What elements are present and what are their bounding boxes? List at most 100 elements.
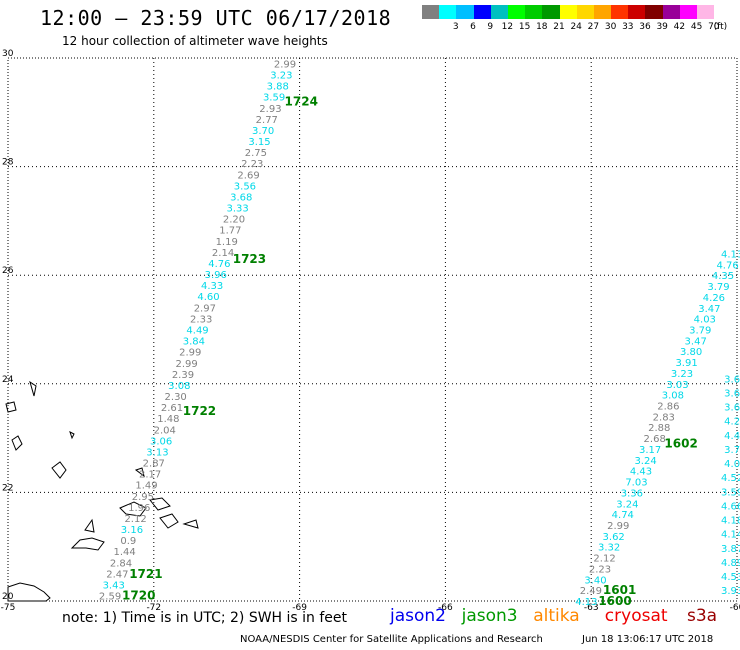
wave-height-value: 1.19 (216, 237, 238, 248)
wave-height-value: 1.48 (157, 414, 179, 425)
latitude-tick-label: 24 (2, 375, 14, 385)
wave-height-value: 3.88 (267, 82, 289, 93)
wave-height-value: 3.6 (724, 388, 740, 399)
wave-height-value: 2.95 (132, 492, 154, 503)
legend-swatch (559, 5, 577, 19)
wave-height-value: 2.88 (648, 423, 670, 434)
wave-height-value: 3.24 (634, 456, 656, 467)
wave-height-value: 3.84 (183, 337, 205, 348)
latitude-tick-label: 26 (2, 266, 14, 276)
wave-height-value: 2.83 (653, 412, 675, 423)
legend-swatch (456, 5, 474, 19)
wave-height-value: 4.03 (694, 315, 716, 326)
legend-label: 39 (656, 22, 668, 32)
wave-height-value: 2.68 (644, 434, 666, 445)
wave-height-value: 3.13 (146, 447, 168, 458)
wave-height-value: 3.87 (721, 544, 740, 555)
pass-time-label: 1601 (603, 583, 636, 597)
coastline (70, 537, 105, 551)
wave-height-value: 3.16 (121, 525, 143, 536)
legend-label: 27 (587, 22, 600, 32)
footer-note: note: 1) Time is in UTC; 2) SWH is in fe… (62, 610, 348, 626)
wave-height-value: 4.49 (186, 326, 208, 337)
wave-height-value: 3.56 (234, 181, 256, 192)
wave-height-value: 4.60 (197, 292, 219, 303)
wave-height-value: 3.80 (680, 347, 702, 358)
wave-height-value: 2.99 (179, 348, 201, 359)
wave-height-value: 3.15 (248, 137, 270, 148)
longitude-tick-label: -60 (730, 603, 740, 613)
coastline (7, 582, 51, 602)
wave-height-value: 3.47 (698, 304, 720, 315)
legend-swatch (473, 5, 491, 19)
wave-height-value: 3.23 (270, 71, 292, 82)
wave-height-value: 3.47 (685, 336, 707, 347)
legend-swatch (662, 5, 680, 19)
wave-height-value: 4.4 (724, 431, 740, 442)
wave-height-value: 2.87 (143, 459, 165, 470)
wave-height-value: 3.93 (721, 586, 740, 597)
coastline (69, 431, 75, 440)
wave-height-value: 3.62 (603, 532, 625, 543)
wave-height-value: 3.7 (724, 445, 740, 456)
wave-height-value: 4.18 (721, 516, 740, 527)
satellite-cryosat: cryosat (604, 606, 668, 626)
longitude-tick-label: -66 (438, 603, 453, 613)
wave-height-value: 2.20 (223, 215, 245, 226)
legend-swatch (645, 5, 663, 19)
legend-swatch (679, 5, 697, 19)
wave-height-value: 3.08 (662, 391, 684, 402)
wave-height-value: 3.91 (675, 358, 697, 369)
satellite-jason2: jason2 (390, 606, 446, 626)
latitude-tick-label: 30 (2, 49, 14, 59)
wave-height-value: 2.33 (190, 314, 212, 325)
legend-label: 70 (708, 22, 720, 32)
legend-swatch (576, 5, 594, 19)
wave-height-value: 2.47 (106, 569, 128, 580)
coastline (5, 401, 17, 413)
wave-height-value: 3.43 (103, 580, 125, 591)
wave-height-value: 4.35 (712, 271, 734, 282)
satellite-jason3: jason3 (461, 606, 518, 626)
wave-height-value: 1.49 (135, 481, 157, 492)
wave-height-value: 2.17 (139, 470, 161, 481)
wave-height-value: 3.06 (150, 436, 172, 447)
pass-time-label: 1724 (285, 94, 318, 108)
wave-height-value: 2.12 (593, 554, 615, 565)
legend-label: 18 (536, 22, 548, 32)
legend-label: 15 (518, 22, 531, 32)
wave-height-value: 4.74 (612, 510, 634, 521)
wave-height-value: 4.66 (721, 501, 740, 512)
pass-time-label: 1722 (183, 404, 216, 418)
wave-height-value: 4.13 (721, 249, 740, 260)
wave-height-value: 3.6 (724, 403, 740, 414)
wave-height-value: 2.14 (212, 248, 234, 259)
wave-height-value: 0.9 (120, 536, 136, 547)
wave-height-value: 4.14 (721, 530, 740, 541)
legend-label: 42 (673, 22, 686, 32)
satellite-s3a: s3a (687, 606, 718, 626)
wave-height-value: 7.03 (625, 478, 647, 489)
wave-height-value: 2.30 (165, 392, 187, 403)
pass-time-label: 1600 (598, 594, 631, 608)
wave-height-value: 2.84 (110, 558, 132, 569)
pass-time-label: 1602 (664, 437, 697, 451)
legend-label: 30 (604, 22, 617, 32)
wave-height-value: 4.13 (575, 597, 597, 608)
wave-height-value: 2.39 (172, 370, 194, 381)
wave-height-value: 4.0 (724, 459, 740, 470)
credit-text: NOAA/NESDIS Center for Satellite Applica… (240, 634, 543, 645)
legend-swatch (439, 5, 457, 19)
coastline (84, 518, 95, 533)
legend-swatch (542, 5, 560, 19)
coastline (182, 519, 199, 529)
pass-time-label: 1720 (122, 589, 155, 603)
legend-swatch (697, 5, 715, 19)
wave-height-value: 3.36 (621, 488, 643, 499)
color-legend (422, 5, 715, 19)
legend-swatch (593, 5, 612, 19)
wave-height-value: 2.75 (245, 148, 267, 159)
latitude-tick-label: 28 (2, 158, 14, 168)
wave-height-value: 2.23 (241, 159, 263, 170)
